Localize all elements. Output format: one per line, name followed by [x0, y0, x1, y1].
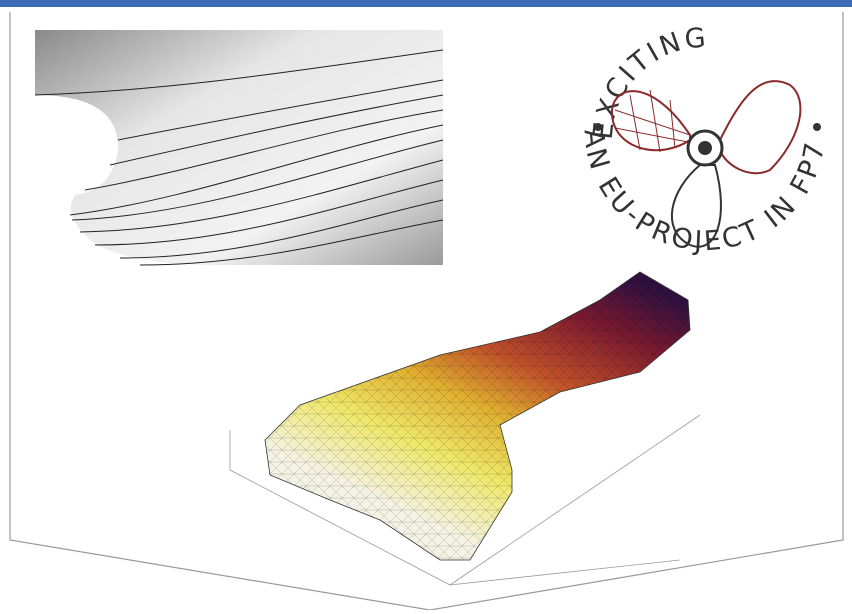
streamline-image	[35, 30, 443, 265]
logo-top-text-path: EXCITING	[588, 22, 710, 140]
mesh-plot	[230, 272, 700, 585]
top-bar	[0, 0, 852, 7]
logo: EXCITING AN EU-PROJECT IN FP7	[578, 22, 832, 257]
logo-top-text: EXCITING	[588, 22, 710, 140]
slide: EXCITING AN EU-PROJECT IN FP7	[0, 0, 852, 610]
